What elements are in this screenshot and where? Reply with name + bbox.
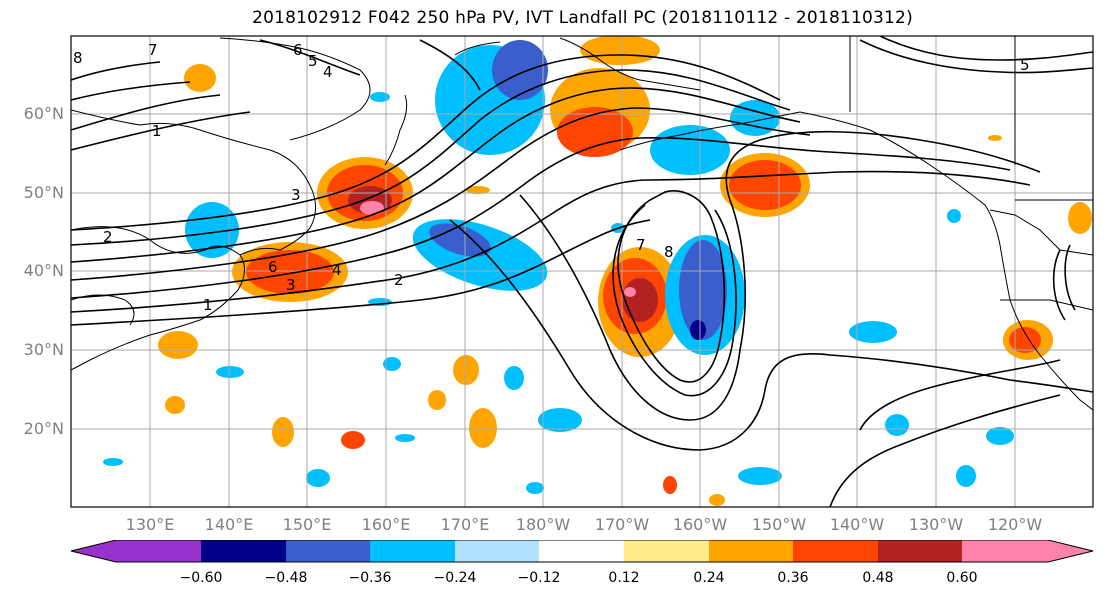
contour-label: 8 xyxy=(664,243,674,261)
lat-label: 60°N xyxy=(23,104,64,123)
contour-label: 6 xyxy=(293,41,303,59)
contour-label: 1 xyxy=(203,296,213,314)
colorbar-segment xyxy=(624,540,709,562)
contour-lines xyxy=(71,36,1093,507)
lon-label: 140°W xyxy=(829,515,885,534)
contour-label: 5 xyxy=(308,52,318,70)
colorbar-tick: 0.60 xyxy=(946,570,978,586)
pv-positive-blob xyxy=(246,250,334,294)
lon-label: 130°W xyxy=(908,515,964,534)
pv-shading xyxy=(103,36,1092,506)
pv-positive-blob xyxy=(729,160,801,210)
pv-negative-blob xyxy=(730,100,780,136)
lon-label: 180°W xyxy=(515,515,571,534)
lon-label: 120°W xyxy=(987,515,1043,534)
contour-label: 3 xyxy=(286,276,296,294)
colorbar-tick: −0.36 xyxy=(348,570,392,586)
lon-label: 170°W xyxy=(594,515,650,534)
colorbar-segment xyxy=(286,540,370,562)
colorbar-tick: 0.24 xyxy=(693,570,725,586)
colorbar-segment xyxy=(539,540,624,562)
colorbar-outline xyxy=(70,540,1094,563)
lon-label: 150°W xyxy=(751,515,807,534)
colorbar-segment xyxy=(709,540,793,562)
contour-label: 1 xyxy=(152,122,162,140)
contour-label: 6 xyxy=(268,258,278,276)
colorbar-tick: 0.12 xyxy=(608,570,640,586)
pv-positive-blob xyxy=(622,278,658,322)
contour-labels: 8 7 6 5 4 3 2 1 8 7 6 5 4 3 2 1 xyxy=(73,41,1030,314)
pv-negative-blob xyxy=(690,320,706,340)
lat-label: 20°N xyxy=(23,419,64,438)
colorbar-tick: 0.36 xyxy=(777,570,809,586)
lon-label: 130°E xyxy=(125,515,175,534)
colorbar-tick: −0.60 xyxy=(179,570,223,586)
colorbar-segments xyxy=(71,540,1093,562)
contour-label: 8 xyxy=(73,49,83,67)
colorbar-segment xyxy=(878,540,962,562)
colorbar-segment xyxy=(962,540,1048,562)
pv-negative-blob xyxy=(429,223,491,257)
contour-label: 3 xyxy=(291,186,301,204)
contour-label: 5 xyxy=(1020,56,1030,74)
lon-label: 140°E xyxy=(204,515,254,534)
figure-title: 2018102912 F042 250 hPa PV, IVT Landfall… xyxy=(252,8,913,28)
colorbar xyxy=(70,540,1094,563)
pv-negative-blob xyxy=(679,240,727,340)
lon-label: 160°W xyxy=(672,515,728,534)
colorbar-tick: −0.12 xyxy=(517,570,561,586)
colorbar-segment xyxy=(201,540,286,562)
contour-label: 4 xyxy=(323,63,333,81)
lon-label: 150°E xyxy=(282,515,332,534)
pv-positive-blob xyxy=(360,201,384,215)
lat-label: 50°N xyxy=(23,183,64,202)
lon-label: 170°E xyxy=(440,515,490,534)
coastlines xyxy=(71,36,1093,411)
contour-label: 2 xyxy=(394,271,404,289)
colorbar-segment xyxy=(116,540,201,562)
colorbar-tick: −0.24 xyxy=(433,570,477,586)
colorbar-extend-min xyxy=(71,540,116,562)
contour-label: 7 xyxy=(148,41,158,59)
pv-positive-blob xyxy=(1009,327,1041,353)
pv-negative-blob xyxy=(492,40,548,100)
contour-label: 4 xyxy=(332,261,342,279)
lat-label: 40°N xyxy=(23,261,64,280)
colorbar-segment xyxy=(455,540,539,562)
colorbar-tick: 0.48 xyxy=(862,570,894,586)
lat-label: 30°N xyxy=(23,340,64,359)
contour-label: 7 xyxy=(636,236,646,254)
colorbar-segment xyxy=(793,540,878,562)
lon-label: 160°E xyxy=(361,515,411,534)
map-border xyxy=(70,35,1094,508)
colorbar-tick: −0.48 xyxy=(264,570,308,586)
pv-positive-blob xyxy=(557,107,633,157)
colorbar-extend-max xyxy=(1048,540,1093,562)
colorbar-segment xyxy=(370,540,455,562)
pv-positive-blob xyxy=(624,287,636,297)
contour-label: 2 xyxy=(103,228,113,246)
pv-positive-blob xyxy=(580,36,660,65)
